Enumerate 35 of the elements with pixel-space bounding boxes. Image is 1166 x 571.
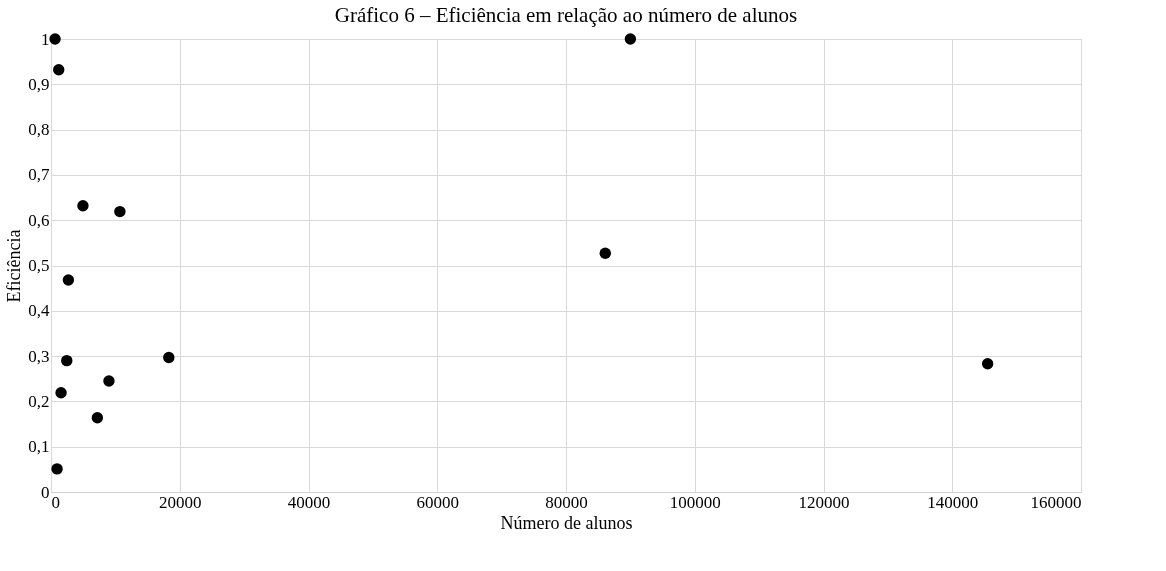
y-tick-label: 0,7 (28, 165, 50, 185)
point (61, 354, 73, 367)
x-tick-label: 120000 (798, 492, 850, 512)
point (62, 274, 75, 286)
y-axis-title: Eficiência (4, 229, 25, 303)
point (53, 64, 65, 76)
point (103, 375, 115, 387)
x-tick-label: 140000 (927, 492, 979, 512)
x-tick-label: 40000 (287, 492, 331, 512)
y-tick-label: 0,6 (28, 210, 50, 230)
point (114, 205, 126, 218)
x-tick-label: 80000 (545, 492, 588, 512)
x-axis-title: Número de alunos (500, 512, 633, 533)
x-tick-label: 20000 (159, 492, 202, 512)
chart-title: Gráfico 6 – Eficiência em relação ao número de alunos (334, 3, 798, 27)
y-tick-label: 0,2 (28, 391, 50, 411)
point (981, 358, 994, 370)
x-tick-label: 60000 (416, 492, 459, 512)
y-tick-label: 1 (41, 29, 50, 49)
point (55, 387, 67, 399)
y-tick-label: 0,4 (28, 301, 50, 321)
y-tick-label: 0,3 (28, 346, 50, 366)
x-tick-label: 100000 (669, 492, 721, 512)
y-tick-label: 0,5 (28, 256, 50, 275)
x-tick-label: 160000 (1030, 492, 1082, 512)
point (51, 463, 63, 475)
point (49, 33, 61, 45)
point (599, 247, 611, 259)
point (163, 351, 175, 364)
point (91, 412, 104, 424)
y-tick-label: 0,8 (28, 120, 50, 140)
point (624, 33, 637, 45)
y-tick-label: 0,1 (28, 437, 50, 457)
point (77, 200, 89, 212)
y-tick-label: 0,9 (28, 74, 50, 94)
